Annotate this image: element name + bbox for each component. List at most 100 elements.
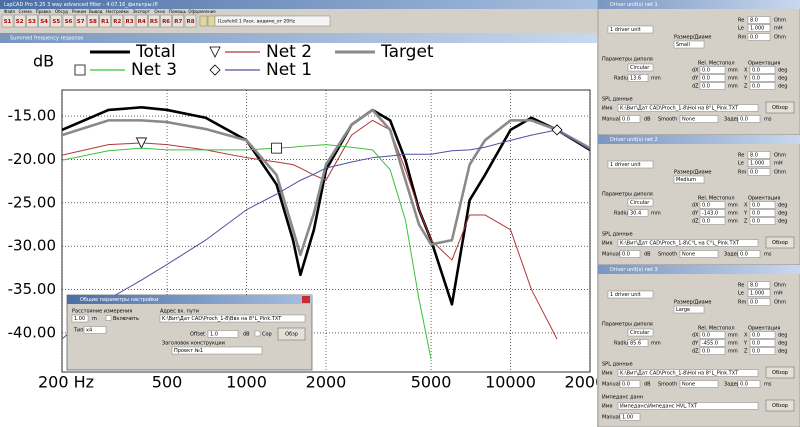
dropdown[interactable]: [627, 63, 654, 72]
label: mm: [728, 211, 738, 217]
toolbar-button[interactable]: [160, 14, 172, 28]
input[interactable]: [699, 339, 726, 347]
button[interactable]: [765, 366, 795, 379]
label: Radius: [614, 211, 631, 217]
input[interactable]: [699, 82, 726, 90]
input[interactable]: [747, 159, 771, 167]
input[interactable]: [617, 369, 759, 377]
input[interactable]: [699, 209, 726, 217]
label: dY: [692, 341, 699, 347]
dropdown[interactable]: [679, 250, 719, 258]
button[interactable]: [765, 399, 795, 412]
input[interactable]: [619, 250, 641, 258]
dropdown[interactable]: [673, 40, 705, 49]
toolbar-button[interactable]: [111, 14, 124, 28]
input[interactable]: [749, 347, 776, 355]
input[interactable]: [749, 209, 776, 217]
dropdown[interactable]: [607, 290, 654, 299]
toolbar-button[interactable]: [13, 14, 26, 28]
checkbox[interactable]: [254, 330, 261, 337]
toolbar-button-label: R6: [162, 19, 170, 25]
input[interactable]: [699, 347, 726, 355]
toolbar-button[interactable]: [26, 14, 38, 28]
input[interactable]: [749, 82, 776, 90]
toolbar-button[interactable]: [184, 14, 197, 28]
dropdown[interactable]: [673, 305, 705, 314]
toolbar-button[interactable]: [87, 14, 99, 28]
input[interactable]: [617, 104, 759, 112]
label: Manual: [602, 117, 620, 123]
input[interactable]: [737, 250, 761, 258]
input[interactable]: [627, 74, 649, 82]
button[interactable]: [277, 327, 306, 341]
dialog-bg: [66, 294, 313, 371]
input[interactable]: [171, 346, 263, 355]
input[interactable]: [747, 33, 771, 41]
input[interactable]: [747, 298, 771, 306]
toolbar-icon[interactable]: [199, 15, 208, 27]
input[interactable]: [619, 380, 641, 388]
input[interactable]: [749, 66, 776, 74]
input[interactable]: [619, 413, 641, 421]
input[interactable]: [749, 201, 776, 209]
label: Y: [743, 211, 748, 217]
input[interactable]: [749, 331, 776, 339]
input[interactable]: [747, 168, 771, 176]
input[interactable]: [737, 380, 761, 388]
input[interactable]: [617, 402, 759, 410]
toolbar-button[interactable]: [172, 14, 185, 28]
input[interactable]: [747, 24, 771, 32]
toolbar-button[interactable]: [50, 14, 63, 28]
label: Имя: [602, 106, 613, 112]
dropdown[interactable]: [607, 25, 654, 34]
dropdown[interactable]: [627, 328, 654, 337]
input[interactable]: [747, 281, 771, 289]
input[interactable]: [619, 115, 641, 123]
toolbar-button[interactable]: [123, 14, 136, 28]
dropdown[interactable]: [83, 326, 107, 334]
input[interactable]: [617, 239, 759, 247]
input[interactable]: [737, 115, 761, 123]
label: Z: [744, 219, 748, 225]
label: Тип: [73, 328, 84, 334]
toolbar-button[interactable]: [135, 14, 148, 28]
input[interactable]: [747, 151, 771, 159]
toolbar-button[interactable]: [148, 14, 160, 28]
input[interactable]: [749, 74, 776, 82]
input[interactable]: [71, 314, 89, 323]
input[interactable]: [627, 209, 649, 217]
input[interactable]: [747, 16, 771, 24]
dropdown[interactable]: [679, 115, 719, 123]
toolbar-button[interactable]: [38, 14, 50, 28]
input[interactable]: [699, 201, 726, 209]
input[interactable]: [159, 314, 306, 323]
input[interactable]: [627, 339, 649, 347]
toolbar-button[interactable]: [62, 14, 75, 28]
input[interactable]: [749, 217, 776, 225]
dropdown[interactable]: [673, 175, 705, 184]
value: 0.0: [740, 252, 748, 258]
label: Задер: [724, 117, 740, 123]
toolbar-button[interactable]: [1, 14, 14, 28]
label: m: [92, 316, 97, 322]
dropdown[interactable]: [627, 198, 654, 207]
input[interactable]: [699, 217, 726, 225]
button[interactable]: [765, 236, 795, 249]
value: Large: [676, 307, 690, 313]
label: dB: [644, 117, 651, 123]
toolbar-button[interactable]: [99, 14, 111, 28]
input[interactable]: [747, 289, 771, 297]
dialog-close[interactable]: [302, 296, 310, 303]
dropdown[interactable]: [679, 380, 719, 388]
checkbox[interactable]: [105, 315, 112, 321]
toolbar-button[interactable]: [74, 14, 87, 28]
toolbar-button-label: R5: [150, 19, 158, 25]
dropdown[interactable]: [607, 160, 654, 169]
input[interactable]: [207, 330, 239, 338]
toolbar-icon[interactable]: [207, 15, 216, 27]
button[interactable]: [765, 101, 795, 114]
input[interactable]: [699, 66, 726, 74]
input[interactable]: [749, 339, 776, 347]
input[interactable]: [699, 74, 726, 82]
input[interactable]: [699, 331, 726, 339]
